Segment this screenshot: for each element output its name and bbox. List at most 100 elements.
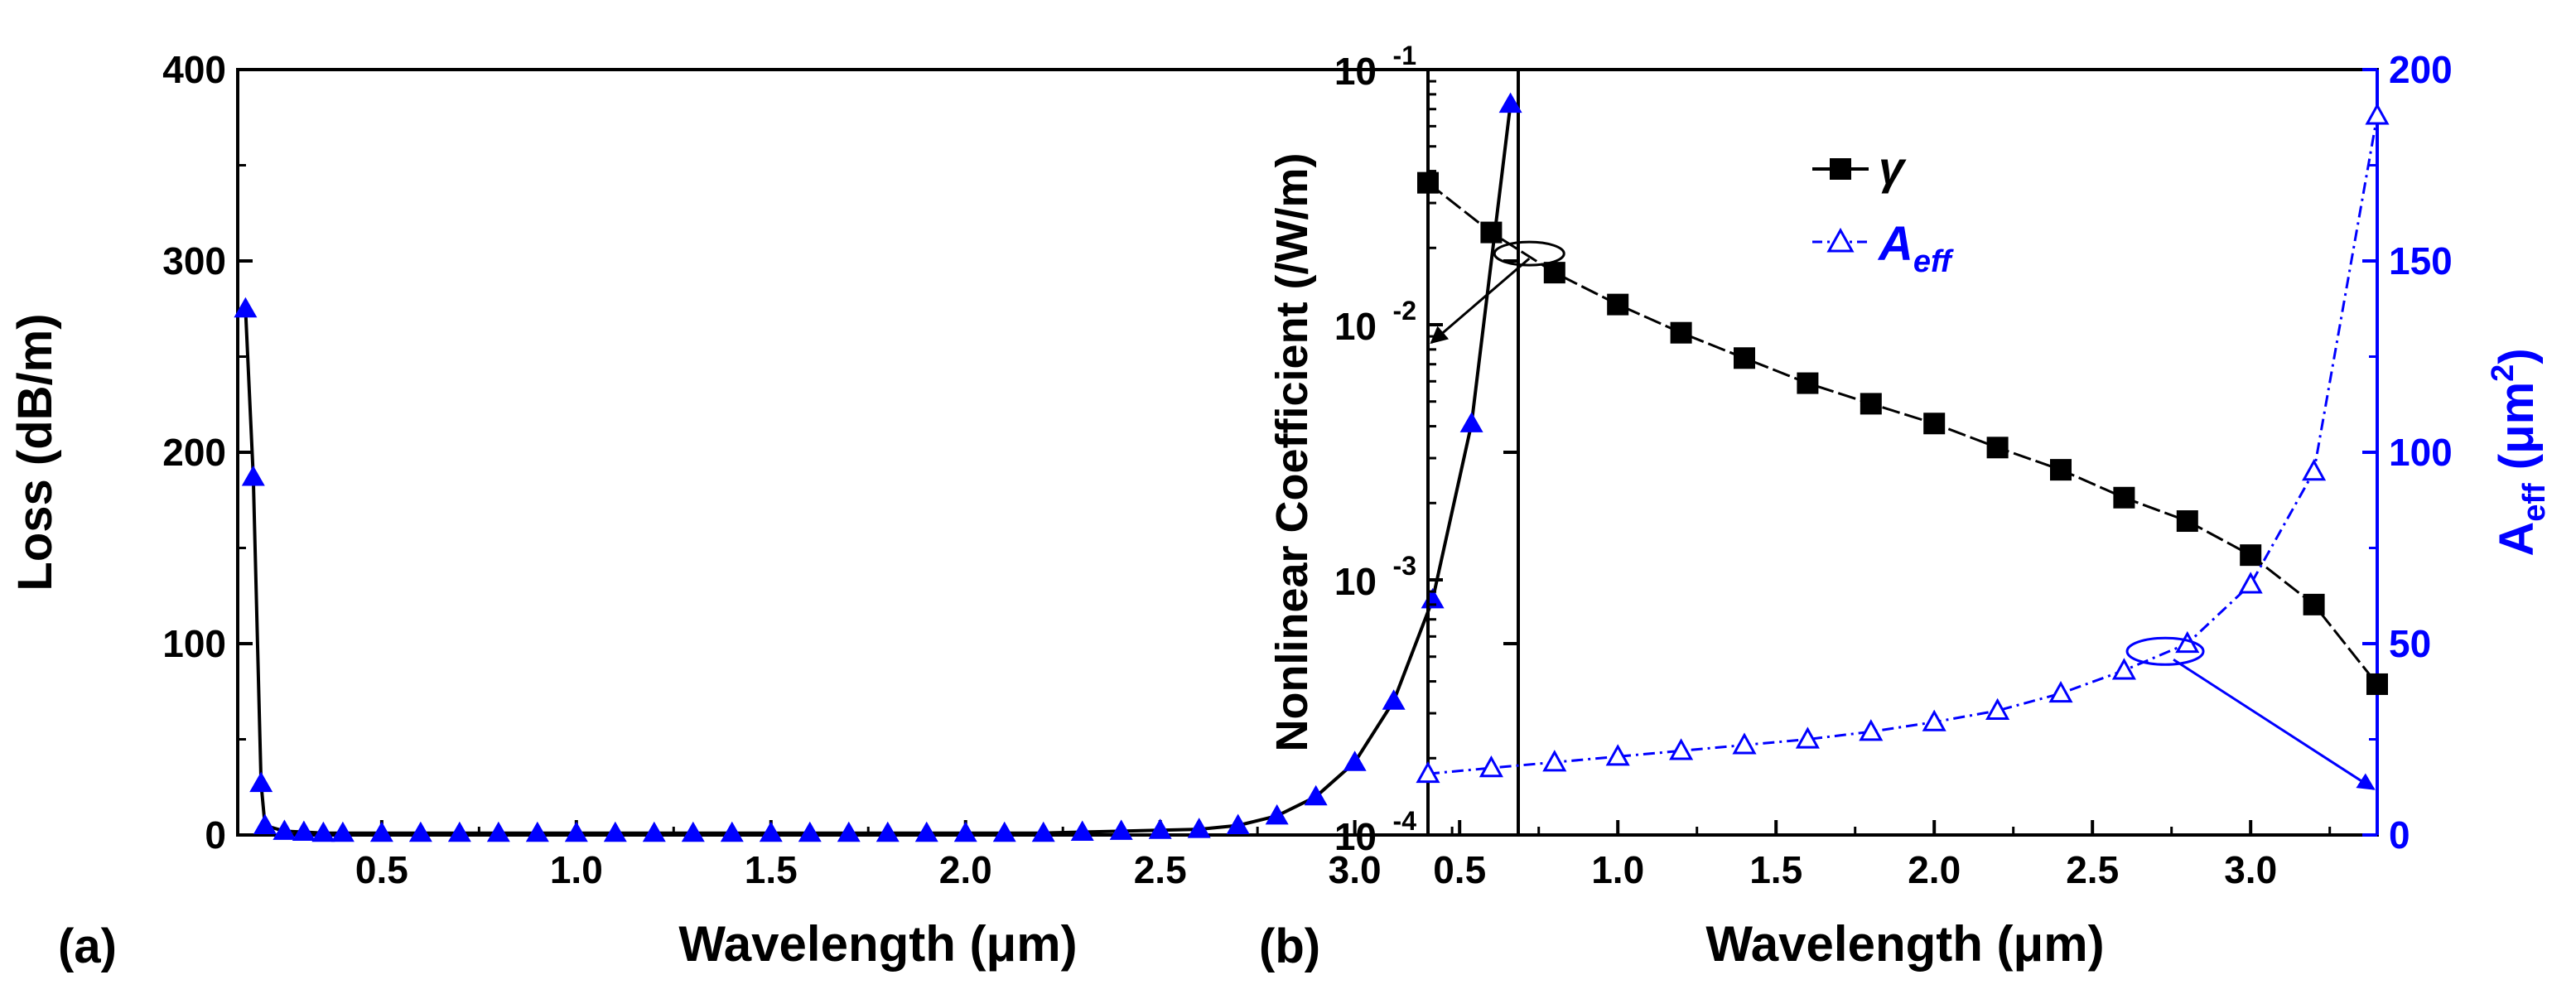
loss-marker	[1226, 813, 1250, 834]
loss-marker	[876, 821, 900, 842]
loss-marker	[408, 821, 432, 842]
loss-marker	[234, 297, 258, 318]
aeff-line	[1427, 115, 2379, 775]
panel-a: 0.5 1.0 1.5 2.0 2.5 3.0 0 100 200 300 400 Loss (d…	[8, 48, 1522, 973]
loss-marker	[720, 821, 744, 842]
aeff-marker	[1605, 744, 1630, 766]
loss-marker	[369, 821, 393, 842]
y-tick-label-right-b: 200	[2389, 48, 2453, 91]
y-tick-label-a: 400	[162, 48, 226, 91]
y-tick-label-base: 10	[1334, 560, 1377, 603]
loss-marker	[249, 771, 273, 793]
x-tick-label-b: 2.0	[1908, 848, 1961, 891]
loss-marker	[1304, 784, 1328, 806]
gamma-line	[1427, 181, 2379, 685]
x-tick-label-a: 3.0	[1329, 848, 1382, 891]
x-tick-label-a: 0.5	[355, 848, 408, 891]
loss-marker	[953, 821, 977, 842]
loss-marker	[914, 821, 938, 842]
gamma-callout-arrow	[1430, 258, 1531, 345]
loss-marker	[1070, 820, 1094, 842]
y-tick-label-left-b: 10 -4	[1334, 806, 1416, 858]
loss-marker	[273, 819, 297, 840]
gamma-marker	[1860, 393, 1882, 415]
loss-marker	[311, 821, 335, 842]
y-tick-label-right-b: 50	[2389, 622, 2431, 665]
aeff-marker	[1416, 760, 1440, 784]
panel-label-b: (b)	[1259, 919, 1320, 973]
gamma-marker	[2113, 486, 2135, 509]
aeff-callout-ellipse	[2125, 636, 2205, 666]
y-tick-label-exp: -3	[1393, 551, 1416, 581]
aeff-marker	[2238, 572, 2263, 594]
x-ticks-b: 0.5 1.0 1.5 2.0 2.5 3.0	[1433, 820, 2332, 891]
y-tick-label-left-b: 10 -2	[1334, 296, 1416, 348]
panel-b: 0.5 1.0 1.5 2.0 2.5 3.0 10 -4 10 -3 10 -2 10 -1 0 50 1…	[1259, 41, 2552, 973]
aeff-marker	[1542, 750, 1567, 772]
panel-label-a: (a)	[58, 919, 117, 973]
x-tick-label-a: 2.0	[939, 848, 992, 891]
x-tick-label-b: 3.0	[2224, 848, 2277, 891]
gamma-marker	[1797, 372, 1819, 394]
gamma-marker	[1480, 221, 1503, 244]
gamma-marker	[2176, 510, 2198, 533]
aeff-marker	[1479, 755, 1503, 778]
gamma-marker	[1923, 413, 1946, 435]
y-tick-label-base: 10	[1334, 815, 1377, 858]
loss-marker	[330, 821, 355, 842]
gamma-marker	[1607, 293, 1629, 316]
loss-marker	[564, 821, 588, 842]
y-axis-label-left-b: Nonlinear Coefficient (/W/m)	[1267, 152, 1317, 751]
gamma-marker	[1417, 171, 1439, 194]
y-tick-label-base: 10	[1334, 305, 1377, 348]
loss-marker	[642, 821, 666, 842]
x-axis-label-a: Wavelength (μm)	[678, 916, 1077, 972]
x-tick-label-b: 0.5	[1433, 848, 1486, 891]
legend-gamma-label: γ	[1879, 142, 1907, 194]
gamma-marker	[2303, 593, 2325, 615]
loss-marker	[1459, 412, 1483, 432]
gamma-marker	[1986, 437, 2009, 459]
x-tick-label-a: 2.5	[1134, 848, 1187, 891]
loss-marker	[1265, 804, 1289, 825]
loss-marker	[759, 821, 783, 842]
y-tick-label-a: 200	[162, 431, 226, 474]
y-tick-label-right-b: 0	[2389, 813, 2410, 857]
gamma-marker	[2366, 673, 2388, 695]
y-tick-label-left-b: 10 -3	[1334, 551, 1416, 603]
y-tick-label-right-b: 100	[2389, 431, 2453, 474]
gamma-callout-ellipse	[1493, 240, 1565, 267]
legend: γ Aeff	[1812, 142, 1954, 279]
loss-marker	[253, 813, 277, 834]
loss-marker	[525, 821, 549, 842]
x-tick-label-a: 1.0	[550, 848, 603, 891]
legend-aeff-label: Aeff	[1877, 217, 1954, 279]
loss-marker	[1187, 818, 1211, 838]
aeff-marker	[1669, 738, 1694, 760]
loss-marker	[681, 821, 705, 842]
x-ticks-a: 0.5 1.0 1.5 2.0 2.5 3.0	[282, 820, 1454, 891]
gamma-marker	[2240, 544, 2262, 567]
loss-marker	[241, 466, 265, 486]
loss-marker	[992, 821, 1016, 842]
y-tick-label-exp: -2	[1393, 296, 1416, 326]
aeff-marker	[2302, 459, 2327, 481]
gamma-marker	[1734, 347, 1755, 369]
y-tick-label-base: 10	[1334, 50, 1377, 93]
plot-frame-a	[236, 68, 1520, 837]
x-tick-label-a: 1.5	[745, 848, 798, 891]
aeff-marker	[1985, 697, 2010, 720]
loss-marker	[837, 821, 861, 842]
y-tick-label-right-b: 150	[2389, 239, 2453, 282]
aeff-marker	[1732, 732, 1757, 755]
loss-marker	[447, 821, 471, 842]
loss-marker	[486, 821, 510, 842]
x-tick-label-b: 1.5	[1749, 848, 1802, 891]
legend-gamma-marker	[1830, 158, 1851, 180]
loss-marker	[1498, 92, 1522, 113]
gamma-marker	[1543, 262, 1565, 284]
loss-marker	[798, 821, 822, 842]
aeff-marker	[1922, 709, 1946, 731]
x-tick-label-b: 1.0	[1591, 848, 1644, 891]
